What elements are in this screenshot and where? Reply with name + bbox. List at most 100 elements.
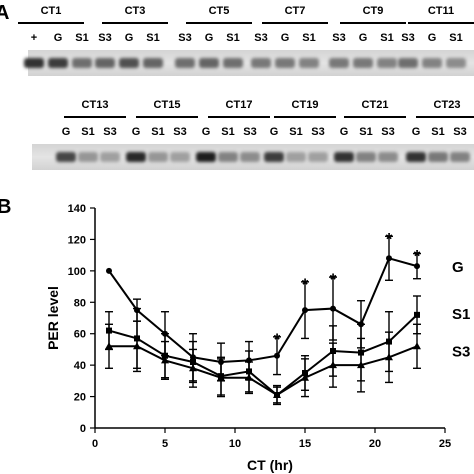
- ct-label: CT1: [40, 5, 62, 17]
- y-tick-label: 40: [74, 360, 86, 372]
- protein-band: [450, 152, 470, 162]
- protein-band: [175, 58, 195, 68]
- lane-label: S3: [453, 126, 467, 138]
- x-tick-label: 15: [299, 438, 311, 450]
- series-label-s3: S3: [452, 343, 470, 360]
- data-point-s3: [133, 342, 141, 350]
- protein-band: [148, 152, 168, 162]
- lane-label: S1: [431, 126, 445, 138]
- ct-group-underline: [344, 116, 406, 118]
- lane-label: S3: [311, 126, 325, 138]
- lane-label: G: [124, 32, 134, 44]
- y-tick-label: 80: [74, 297, 86, 309]
- protein-band: [398, 58, 418, 68]
- protein-band: [275, 58, 295, 68]
- x-tick-label: 25: [439, 438, 451, 450]
- data-point-g: [302, 307, 308, 314]
- x-axis-label: CT (hr): [247, 457, 293, 473]
- protein-band: [446, 58, 466, 68]
- y-axis-label: PER level: [45, 286, 61, 350]
- significance-asterisk: *: [302, 275, 309, 294]
- protein-band: [240, 152, 260, 162]
- protein-band: [377, 58, 397, 68]
- protein-band: [378, 152, 398, 162]
- significance-asterisk: *: [386, 229, 393, 248]
- protein-band: [199, 58, 219, 68]
- x-tick-label: 5: [162, 438, 168, 450]
- ct-label: CT9: [362, 5, 384, 17]
- data-point-g: [274, 352, 280, 359]
- lane-label: G: [269, 126, 279, 138]
- x-tick-label: 20: [369, 438, 381, 450]
- panel-a-label: A: [0, 2, 10, 24]
- lane-label: G: [411, 126, 421, 138]
- protein-band: [78, 152, 98, 162]
- lane-label: S3: [332, 32, 346, 44]
- protein-band: [264, 152, 284, 162]
- ct-label: CT17: [225, 99, 253, 111]
- x-tick-label: 0: [92, 438, 98, 450]
- ct-label: CT13: [81, 99, 109, 111]
- ct-label: CT5: [208, 5, 230, 17]
- lane-label: S1: [75, 32, 89, 44]
- data-point-s1: [414, 311, 420, 318]
- ct-group-underline: [208, 116, 270, 118]
- lane-label: S1: [302, 32, 316, 44]
- ct-label: CT15: [153, 99, 181, 111]
- lane-label: S1: [289, 126, 303, 138]
- data-point-g: [106, 267, 112, 274]
- series-line-s3: [109, 345, 418, 397]
- series-label-g: G: [452, 259, 464, 276]
- lane-label: S3: [178, 32, 192, 44]
- protein-band: [218, 152, 238, 162]
- significance-asterisk: *: [274, 330, 281, 349]
- protein-band: [48, 58, 68, 68]
- ct-group-underline: [186, 22, 252, 24]
- y-tick-label: 60: [74, 329, 86, 341]
- data-point-g: [414, 263, 420, 270]
- protein-band: [119, 58, 139, 68]
- ct-label: CT3: [124, 5, 146, 17]
- y-tick-label: 140: [68, 203, 86, 215]
- lane-label: G: [280, 32, 290, 44]
- ct-label: CT21: [361, 99, 389, 111]
- ct-group-underline: [416, 116, 474, 118]
- data-point-s3: [413, 342, 421, 350]
- data-point-s3: [217, 373, 225, 381]
- ct-group-underline: [274, 116, 336, 118]
- y-tick-label: 120: [68, 234, 86, 246]
- protein-band: [334, 152, 354, 162]
- data-point-s3: [357, 361, 365, 369]
- protein-band: [126, 152, 146, 162]
- y-tick-label: 20: [74, 392, 86, 404]
- protein-band: [100, 152, 120, 162]
- lane-label: S3: [243, 126, 257, 138]
- protein-band: [428, 152, 448, 162]
- panel-b-label: B: [0, 196, 12, 218]
- lane-label: G: [339, 126, 349, 138]
- protein-band: [353, 58, 373, 68]
- ct-group-underline: [408, 22, 474, 24]
- lane-label: S1: [359, 126, 373, 138]
- protein-band: [251, 58, 271, 68]
- data-point-s3: [189, 364, 197, 372]
- protein-band: [286, 152, 306, 162]
- ct-label: CT19: [291, 99, 319, 111]
- y-tick-label: 100: [68, 266, 86, 278]
- significance-asterisk: *: [330, 270, 337, 289]
- lane-label: S3: [103, 126, 117, 138]
- lane-label: S3: [98, 32, 112, 44]
- protein-band: [406, 152, 426, 162]
- lane-label: S1: [226, 32, 240, 44]
- lane-label: +: [30, 32, 38, 44]
- protein-band: [223, 58, 243, 68]
- lane-label: S3: [401, 32, 415, 44]
- ct-group-underline: [136, 116, 198, 118]
- data-point-g: [330, 305, 336, 312]
- per-level-line-chart: 0 20 40 60 80 100 120 140 0 5 10 15 20 25 CT (hr) PER l…: [45, 203, 470, 473]
- lane-label: S1: [380, 32, 394, 44]
- lane-label: S3: [173, 126, 187, 138]
- data-point-s3: [329, 361, 337, 369]
- lane-label: G: [53, 32, 63, 44]
- data-point-s3: [301, 373, 309, 381]
